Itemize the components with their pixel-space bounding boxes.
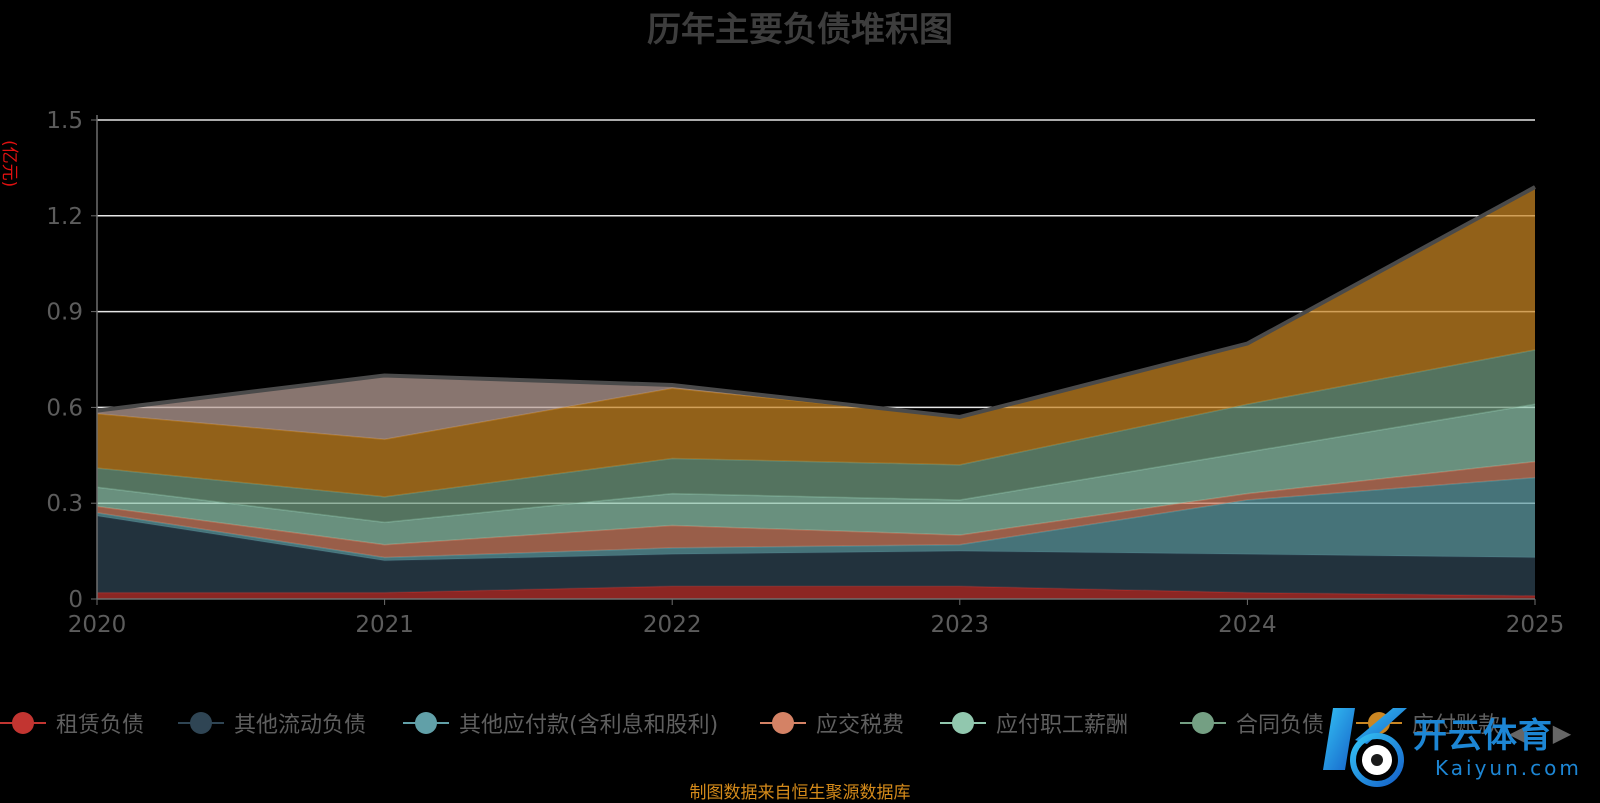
area-series-5[interactable] bbox=[97, 349, 1535, 523]
y-tick-label: 0 bbox=[68, 587, 83, 613]
legend-item[interactable]: 应交税费 bbox=[760, 706, 904, 740]
y-tick-label: 0.6 bbox=[46, 395, 83, 421]
watermark-text-cn: 开云体育 bbox=[1413, 716, 1553, 756]
x-tick-label: 2025 bbox=[1506, 612, 1565, 638]
area-series-7[interactable] bbox=[97, 187, 1535, 440]
legend-item[interactable]: 应付职工薪酬 bbox=[940, 706, 1128, 740]
legend-symbol-icon bbox=[760, 706, 806, 740]
legend-label: 应付账款 bbox=[1412, 713, 1501, 738]
stacked-area-chart: 0 0.3 0.6 0.9 1.2 1.5 2020 2021 2022 2023 2024 2025 bbox=[46, 108, 1565, 638]
chart-title: 历年主要负债堆积图 bbox=[647, 10, 953, 50]
legend-symbol-icon bbox=[178, 706, 224, 740]
x-tick-label: 2022 bbox=[643, 612, 702, 638]
legend-label: 合同负债 bbox=[1236, 713, 1325, 738]
legend-symbol-icon bbox=[940, 706, 986, 740]
area-series-1[interactable] bbox=[97, 515, 1535, 596]
y-tick-label: 1.2 bbox=[46, 204, 83, 230]
y-tick-label: 1.5 bbox=[46, 108, 83, 134]
x-tick-label: 2021 bbox=[355, 612, 414, 638]
x-tick-label: 2020 bbox=[68, 612, 127, 638]
legend-pager: ◀ ▶ bbox=[1503, 718, 1583, 752]
watermark: 开云体育 Kaiyun.com bbox=[1315, 700, 1580, 792]
x-tick-label: 2023 bbox=[931, 612, 990, 638]
data-source-note: 制图数据来自恒生聚源数据库 bbox=[689, 783, 911, 803]
legend-label: 其他流动负债 bbox=[234, 713, 367, 738]
legend-symbol-icon bbox=[403, 706, 449, 740]
x-tick-label: 2024 bbox=[1218, 612, 1277, 638]
legend-symbol-icon bbox=[1180, 706, 1226, 740]
stack-top-outline bbox=[96, 185, 1536, 420]
chart-legend: 租赁负债 其他流动负债 其他应付款(含利息和股利) 应交税费 应付职工薪酬 合同负债 应付账… bbox=[0, 706, 1600, 740]
watermark-text-en: Kaiyun.com bbox=[1435, 756, 1582, 780]
area-series-3[interactable] bbox=[97, 461, 1535, 558]
legend-label: 其他应付款(含利息和股利) bbox=[459, 713, 719, 738]
legend-next-icon[interactable]: ▶ bbox=[1552, 719, 1572, 747]
area-series-4[interactable] bbox=[97, 404, 1535, 545]
legend-item[interactable]: 租赁负债 bbox=[0, 706, 144, 740]
legend-symbol-icon bbox=[0, 706, 46, 740]
area-series-6[interactable] bbox=[97, 187, 1535, 497]
legend-label: 租赁负债 bbox=[56, 713, 145, 738]
kaiyun-logo-icon bbox=[1323, 708, 1407, 787]
legend-label: 应付职工薪酬 bbox=[996, 713, 1129, 738]
area-series-2[interactable] bbox=[97, 477, 1535, 561]
legend-item[interactable]: 其他应付款(含利息和股利) bbox=[403, 706, 718, 740]
legend-prev-icon[interactable]: ◀ bbox=[1508, 719, 1528, 747]
legend-item[interactable]: 合同负债 bbox=[1180, 706, 1324, 740]
area-series-0[interactable] bbox=[97, 586, 1535, 599]
y-tick-label: 0.9 bbox=[46, 300, 83, 326]
y-tick-label: 0.3 bbox=[46, 491, 83, 517]
legend-item[interactable]: 其他流动负债 bbox=[178, 706, 366, 740]
legend-label: 应交税费 bbox=[816, 713, 905, 738]
